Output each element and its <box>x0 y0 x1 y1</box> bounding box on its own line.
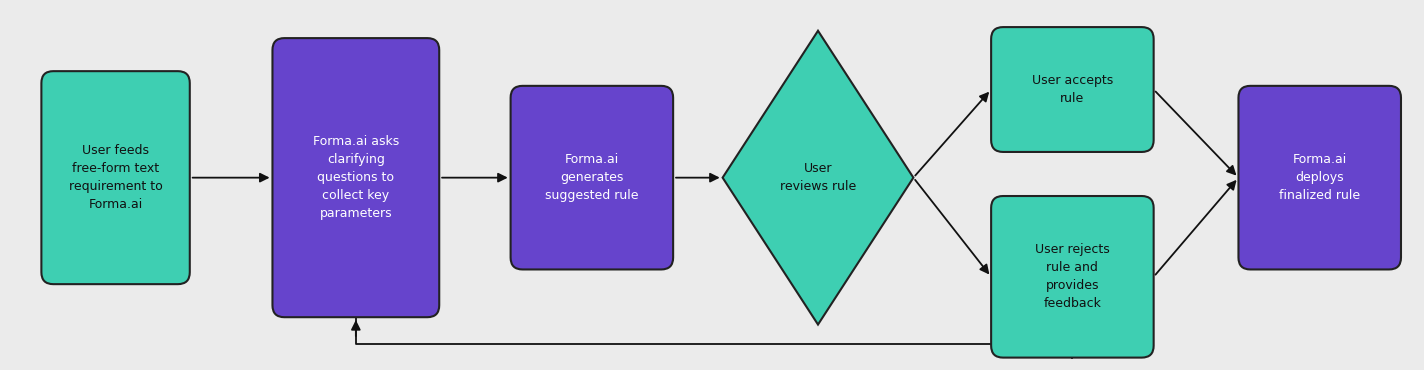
Text: User rejects
rule and
provides
feedback: User rejects rule and provides feedback <box>1035 243 1109 310</box>
Text: User
reviews rule: User reviews rule <box>780 162 856 193</box>
Text: Forma.ai
generates
suggested rule: Forma.ai generates suggested rule <box>545 153 638 202</box>
FancyBboxPatch shape <box>41 71 189 284</box>
FancyBboxPatch shape <box>991 196 1153 357</box>
Text: Forma.ai asks
clarifying
questions to
collect key
parameters: Forma.ai asks clarifying questions to co… <box>313 135 399 220</box>
FancyBboxPatch shape <box>511 86 674 269</box>
FancyBboxPatch shape <box>272 38 439 317</box>
Polygon shape <box>722 31 913 324</box>
Text: User accepts
rule: User accepts rule <box>1032 74 1114 105</box>
Text: User feeds
free-form text
requirement to
Forma.ai: User feeds free-form text requirement to… <box>68 144 162 211</box>
FancyBboxPatch shape <box>991 27 1153 152</box>
Text: Forma.ai
deploys
finalized rule: Forma.ai deploys finalized rule <box>1279 153 1360 202</box>
FancyBboxPatch shape <box>1239 86 1401 269</box>
